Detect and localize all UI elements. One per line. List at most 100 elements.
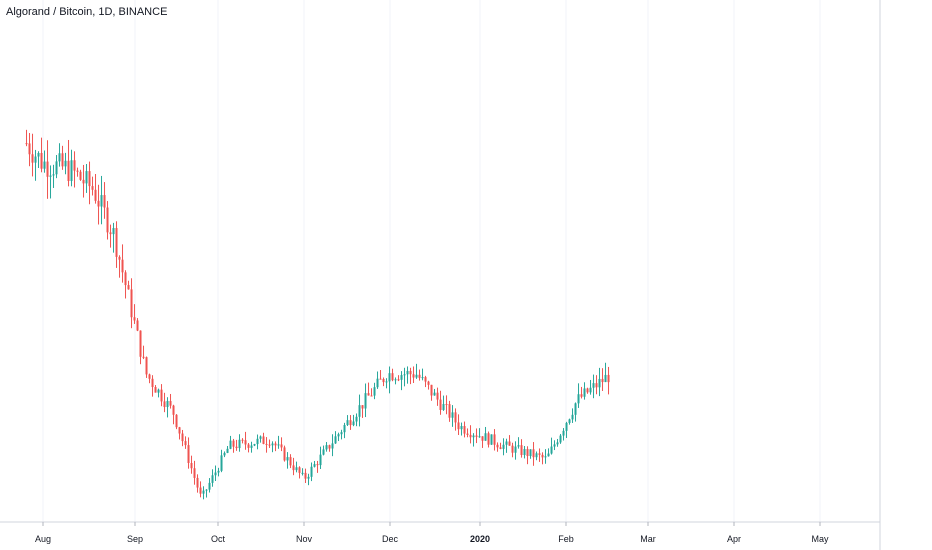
candle-body — [124, 272, 127, 286]
candle-body — [334, 436, 337, 444]
candle-body — [442, 404, 445, 410]
price-axis[interactable]: 0.000090000.000085000.000080000.00007500… — [879, 0, 932, 550]
candle-body — [115, 228, 118, 257]
candle-body — [64, 160, 67, 167]
candle-body — [178, 427, 181, 434]
candle-body — [424, 377, 427, 382]
candle-body — [280, 444, 283, 448]
candle-body — [427, 381, 430, 385]
x-tick-label: Feb — [558, 534, 574, 544]
candle-body — [433, 392, 436, 396]
candle-body — [400, 375, 403, 380]
candle-body — [517, 445, 520, 447]
candle-body — [337, 434, 340, 437]
candle-body — [421, 377, 424, 379]
candle-body — [454, 412, 457, 423]
candle-body — [211, 475, 214, 483]
candle-body — [556, 442, 559, 445]
candle-body — [205, 489, 208, 491]
x-tick-label: Dec — [382, 534, 399, 544]
candle-body — [25, 143, 28, 145]
candle-body — [478, 436, 481, 438]
candle-body — [388, 373, 391, 382]
candle-body — [196, 477, 199, 488]
candle-body — [571, 414, 574, 420]
candle-body — [262, 436, 265, 444]
candle-body — [523, 449, 526, 455]
candle-body — [97, 200, 100, 207]
candle-body — [133, 317, 136, 321]
candle-body — [607, 374, 610, 383]
candle-body — [403, 374, 406, 376]
candle-body — [361, 405, 364, 409]
candle-body — [514, 446, 517, 453]
candle-body — [208, 482, 211, 490]
candle-body — [385, 381, 388, 383]
candle-body — [259, 436, 262, 439]
candle-body — [547, 453, 550, 457]
candle-body — [439, 399, 442, 410]
candle-body — [565, 422, 568, 431]
candle-body — [76, 170, 79, 172]
candle-body — [226, 448, 229, 453]
candle-body — [541, 454, 544, 458]
candle-body — [157, 389, 160, 393]
candle-body — [100, 195, 103, 207]
candle-body — [496, 444, 499, 448]
candle-body — [238, 439, 241, 449]
candle-body — [340, 432, 343, 435]
candle-body — [175, 414, 178, 428]
candle-body — [406, 370, 409, 375]
candle-body — [298, 467, 301, 473]
time-axis[interactable]: Aug Sep Oct Nov Dec 2020 Feb Mar Apr May — [0, 521, 880, 544]
candle-body — [382, 379, 385, 383]
candle-body — [460, 426, 463, 430]
candle-body — [49, 175, 52, 177]
candle-body — [391, 373, 394, 381]
candle-body — [229, 440, 232, 449]
x-tick-label: May — [811, 534, 829, 544]
candle-body — [88, 171, 91, 187]
candle-body — [241, 439, 244, 441]
candle-body — [574, 403, 577, 415]
candle-body — [151, 378, 154, 388]
candle-body — [445, 404, 448, 406]
candle-body — [508, 441, 511, 446]
candle-body — [46, 161, 49, 177]
candle-body — [487, 433, 490, 445]
candle-body — [526, 449, 529, 457]
candle-body — [586, 388, 589, 393]
candle-body — [271, 443, 274, 446]
candle-body — [307, 476, 310, 479]
candle-body — [103, 195, 106, 208]
x-tick-label: Aug — [35, 534, 51, 544]
candle-body — [283, 447, 286, 461]
candle-body — [235, 446, 238, 449]
candle-body — [301, 472, 304, 474]
candle-body — [364, 393, 367, 409]
candle-body — [568, 419, 571, 423]
candle-body — [412, 374, 415, 378]
candle-body — [121, 259, 124, 273]
candle-body — [85, 171, 88, 184]
candle-body — [538, 453, 541, 455]
candle-body — [598, 378, 601, 388]
candle-body — [313, 464, 316, 467]
candle-body — [397, 379, 400, 381]
candle-body — [277, 444, 280, 446]
candle-body — [94, 189, 97, 201]
candle-body — [253, 444, 256, 446]
candle-body — [139, 330, 142, 357]
candle-body — [130, 289, 133, 318]
candle-body — [268, 444, 271, 446]
candle-body — [217, 470, 220, 473]
candle-body — [448, 404, 451, 418]
candle-body — [286, 457, 289, 461]
candle-body — [61, 153, 64, 167]
candle-body — [289, 457, 292, 466]
chart-grid — [42, 0, 821, 522]
candle-body — [184, 441, 187, 446]
candle-body — [355, 416, 358, 422]
candle-body — [532, 449, 535, 458]
